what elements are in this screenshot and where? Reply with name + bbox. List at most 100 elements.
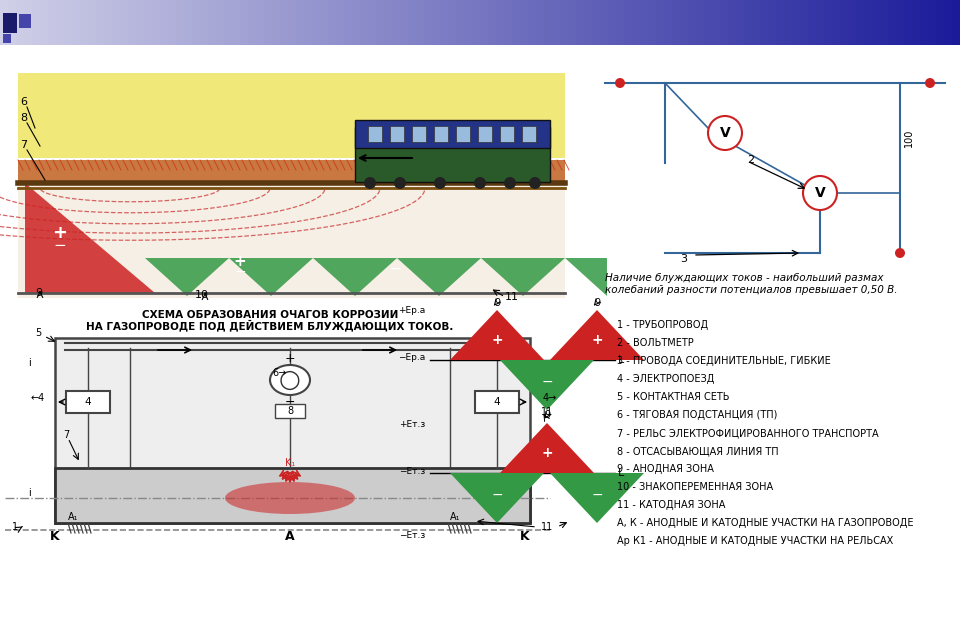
Bar (18, 160, 565, 183)
Bar (352, 0, 361, 45)
Text: +: + (233, 254, 247, 269)
Circle shape (615, 78, 625, 88)
Bar (848, 0, 857, 45)
Bar (19, 14, 31, 28)
Bar (144, 0, 153, 45)
Text: −: − (389, 262, 401, 276)
Text: Ар К1 - АНОДНЫЕ И КАТОДНЫЕ УЧАСТКИ НА РЕЛЬСАХ: Ар К1 - АНОДНЫЕ И КАТОДНЫЕ УЧАСТКИ НА РЕ… (617, 536, 893, 546)
Bar (696, 0, 705, 45)
Bar (390, 126, 404, 142)
Polygon shape (450, 310, 544, 360)
Bar (208, 0, 217, 45)
Circle shape (434, 177, 446, 189)
Bar (856, 0, 865, 45)
Bar (424, 0, 433, 45)
Bar (672, 0, 681, 45)
Text: 100: 100 (904, 129, 914, 147)
Circle shape (925, 78, 935, 88)
Polygon shape (439, 258, 481, 296)
Bar (544, 0, 553, 45)
Circle shape (708, 116, 742, 150)
Circle shape (364, 177, 376, 189)
Text: −: − (591, 488, 603, 502)
Text: 6 - ТЯГОВАЯ ПОДСТАНЦИЯ (ТП): 6 - ТЯГОВАЯ ПОДСТАНЦИЯ (ТП) (617, 410, 778, 420)
Polygon shape (450, 473, 544, 523)
Polygon shape (25, 183, 155, 293)
Bar (464, 0, 473, 45)
Text: i: i (28, 358, 31, 368)
Bar (512, 0, 521, 45)
Text: 4 - ЭЛЕКТРОПОЕЗД: 4 - ЭЛЕКТРОПОЕЗД (617, 374, 714, 384)
Text: 3: 3 (680, 254, 687, 264)
Bar (112, 0, 121, 45)
Text: 8: 8 (20, 113, 27, 123)
Text: −: − (234, 265, 246, 279)
Bar (248, 0, 257, 45)
Bar (944, 0, 953, 45)
Polygon shape (500, 423, 594, 473)
Bar (328, 0, 337, 45)
Bar (66, 391, 110, 413)
Bar (768, 0, 777, 45)
Polygon shape (523, 258, 565, 296)
Text: 9: 9 (494, 298, 500, 308)
Bar (744, 0, 753, 45)
Text: 6: 6 (20, 97, 27, 107)
Bar (160, 0, 169, 45)
Ellipse shape (270, 365, 310, 395)
Bar (296, 0, 305, 45)
Bar (16, 0, 25, 45)
Bar (776, 0, 785, 45)
Bar (522, 126, 536, 142)
Polygon shape (550, 310, 644, 360)
Text: 8 - ОТСАСЫВАЮЩАЯ ЛИНИЯ ТП: 8 - ОТСАСЫВАЮЩАЯ ЛИНИЯ ТП (617, 446, 779, 456)
Polygon shape (550, 473, 644, 523)
Polygon shape (481, 258, 523, 296)
Text: 6→: 6→ (272, 368, 286, 378)
Bar (40, 0, 49, 45)
Bar (434, 126, 448, 142)
Bar (888, 0, 897, 45)
Text: 1: 1 (12, 522, 18, 532)
Bar (232, 0, 241, 45)
Bar (376, 0, 385, 45)
Bar (568, 0, 577, 45)
Bar (656, 0, 665, 45)
Bar (48, 0, 57, 45)
Bar (216, 0, 225, 45)
Bar (355, 120, 550, 148)
Text: 2: 2 (747, 155, 755, 165)
Text: K: K (50, 530, 60, 543)
Bar (500, 126, 514, 142)
Bar (88, 0, 97, 45)
Bar (128, 0, 137, 45)
Polygon shape (500, 360, 594, 410)
Bar (408, 0, 417, 45)
Text: +Eр.а: +Eр.а (397, 306, 425, 315)
Bar (680, 0, 689, 45)
Polygon shape (313, 258, 355, 296)
Bar (64, 0, 73, 45)
Bar (528, 0, 537, 45)
Text: 7 - РЕЛЬС ЭЛЕКТРОФИЦИРОВАННОГО ТРАНСПОРТА: 7 - РЕЛЬС ЭЛЕКТРОФИЦИРОВАННОГО ТРАНСПОРТ… (617, 428, 878, 438)
Bar (18, 183, 565, 298)
Polygon shape (271, 258, 313, 296)
Circle shape (803, 176, 837, 210)
Bar (168, 0, 177, 45)
Circle shape (474, 177, 486, 189)
Bar (760, 0, 769, 45)
Bar (264, 0, 273, 45)
Text: A: A (285, 530, 295, 543)
Bar (792, 0, 801, 45)
Text: 7: 7 (63, 430, 69, 440)
Text: −: − (285, 396, 296, 409)
Bar (56, 0, 65, 45)
Bar (896, 0, 905, 45)
Text: V: V (720, 126, 731, 140)
Bar (288, 0, 297, 45)
Bar (648, 0, 657, 45)
Text: НА ГАЗОПРОВОДЕ ПОД ДЕЙСТВИЕМ БЛУЖДАЮЩИХ ТОКОВ.: НА ГАЗОПРОВОДЕ ПОД ДЕЙСТВИЕМ БЛУЖДАЮЩИХ … (86, 320, 454, 332)
Text: 4: 4 (84, 397, 91, 407)
Text: СХЕМА ОБРАЗОВАНИЯ ОЧАГОВ КОРРОЗИИ: СХЕМА ОБРАЗОВАНИЯ ОЧАГОВ КОРРОЗИИ (142, 310, 398, 320)
Ellipse shape (225, 482, 355, 514)
